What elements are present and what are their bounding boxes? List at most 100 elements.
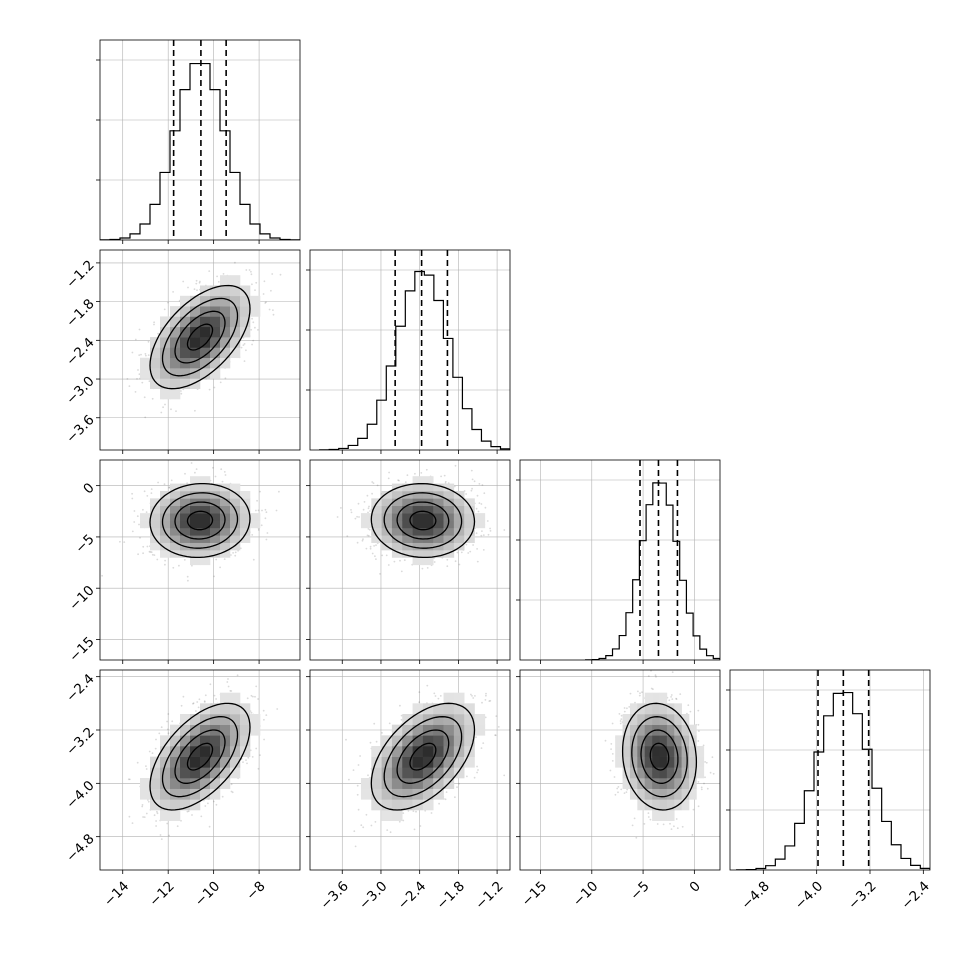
scatter-point (159, 834, 162, 836)
scatter-point (475, 507, 478, 510)
scatter-point (123, 541, 126, 543)
scatter-point (254, 289, 256, 291)
scatter-point (265, 538, 268, 541)
density-cell (250, 714, 261, 725)
density-cell (200, 337, 211, 348)
scatter-point (371, 552, 374, 555)
density-cell (190, 357, 201, 369)
density-cell (150, 368, 161, 379)
scatter-point (245, 759, 247, 761)
scatter-point (421, 567, 424, 570)
scatter-point (481, 530, 483, 532)
scatter-point (128, 385, 131, 387)
scatter-point (213, 694, 216, 697)
scatter-point (350, 511, 353, 514)
density-cell (391, 505, 403, 514)
scatter-point (219, 381, 222, 384)
density-cell (240, 520, 251, 529)
scatter-point (172, 566, 175, 569)
scatter-point (163, 308, 166, 311)
density-frame-1-2 (309, 459, 511, 661)
density-cell (190, 306, 201, 317)
density-cell (402, 550, 413, 558)
density-cell (210, 357, 221, 369)
density-cell (250, 724, 261, 736)
density-cell (402, 527, 413, 536)
density-cell (170, 788, 181, 800)
density-cell (371, 535, 382, 543)
density-cell (230, 714, 241, 725)
scatter-point (204, 805, 207, 807)
density-cell (150, 527, 161, 536)
density-cell (381, 527, 393, 536)
scatter-point (247, 756, 250, 759)
histogram-panel-2 (520, 460, 720, 660)
density-cell (190, 550, 201, 558)
scatter-point (379, 573, 381, 575)
density-cell (220, 746, 231, 757)
scatter-point (167, 301, 169, 304)
scatter-point (473, 480, 476, 483)
density-cell (200, 306, 211, 317)
density-cell (180, 799, 191, 811)
scatter-point (265, 511, 268, 514)
density-cell (220, 692, 231, 704)
density-cell (443, 527, 455, 536)
scatter-point (195, 282, 198, 285)
scatter-point (142, 545, 145, 548)
scatter-point (167, 713, 170, 715)
scatter-point (168, 486, 171, 489)
scatter-point (209, 683, 212, 686)
density-cell (391, 498, 403, 507)
density-cell (210, 735, 221, 747)
density-cell (200, 746, 211, 757)
scatter-point (150, 492, 153, 494)
contour-2 (161, 716, 239, 798)
density-cell (190, 557, 201, 566)
scatter-point (145, 354, 147, 357)
scatter-point (194, 471, 196, 474)
histogram-step-3 (736, 691, 930, 870)
scatter-point (475, 532, 478, 535)
scatter-point (263, 718, 265, 721)
density-cell (150, 788, 161, 800)
scatter-point (146, 495, 149, 497)
scatter-point (367, 528, 370, 530)
density-cell (200, 513, 211, 521)
density-cell (402, 513, 413, 521)
scatter-point (414, 472, 416, 475)
density-cell (190, 295, 201, 307)
density-cell (250, 520, 261, 529)
density-cell (210, 316, 221, 328)
scatter-point (336, 516, 339, 518)
density-cell (230, 295, 241, 307)
scatter-point (242, 761, 244, 763)
density-cell (230, 520, 241, 529)
histogram-frame-2 (519, 459, 721, 661)
contour-1 (396, 501, 450, 540)
histogram-frame-3 (729, 669, 931, 871)
scatter-point (252, 339, 255, 342)
scatter-point (203, 701, 206, 703)
scatter-point (398, 479, 400, 482)
scatter-point (278, 490, 280, 493)
scatter-point (131, 530, 134, 533)
scatter-point (453, 485, 456, 488)
density-cell (412, 505, 424, 514)
scatter-point (489, 530, 492, 532)
scatter-point (255, 509, 257, 512)
contour-3 (370, 482, 476, 559)
density-cell (240, 490, 251, 499)
density-cell (412, 542, 424, 551)
scatter-point (236, 674, 239, 677)
density-cell (180, 505, 191, 514)
density-cell (381, 520, 393, 529)
contour-3 (149, 702, 251, 811)
density-cell (150, 520, 161, 529)
density-cell (180, 724, 191, 736)
scatter-point (195, 468, 198, 470)
scatter-point (446, 565, 449, 568)
density-cell (220, 756, 231, 768)
scatter-point (192, 702, 195, 704)
